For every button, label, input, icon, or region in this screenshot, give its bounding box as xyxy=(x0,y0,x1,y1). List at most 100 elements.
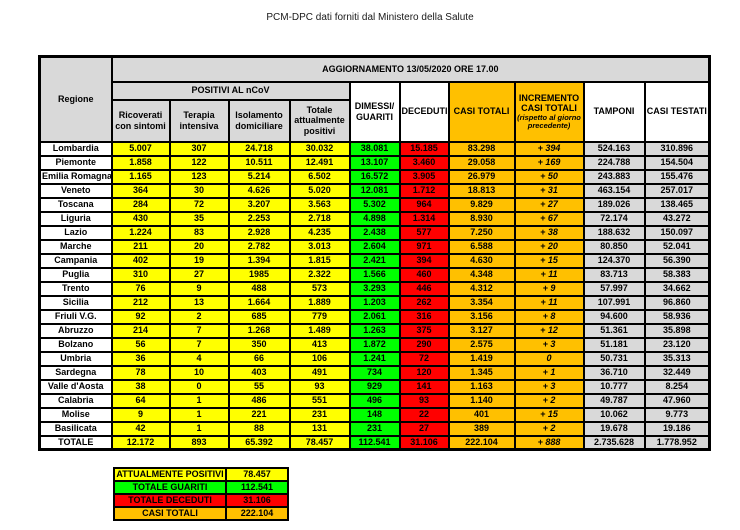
region-name: Liguria xyxy=(38,210,113,227)
group-header-positivi: POSITIVI AL nCoV xyxy=(110,80,351,101)
incremento-value: + 394 xyxy=(513,140,585,157)
casi-testati-value: 43.272 xyxy=(643,210,711,227)
table-row-totale: TOTALE 12.172 893 65.392 78.457 112.541 31.106… xyxy=(38,434,711,451)
casi-totali-value: 26.979 xyxy=(447,168,516,185)
isolamento-value: 3.207 xyxy=(227,196,291,213)
region-name: Calabria xyxy=(38,392,113,409)
dimessi-value: 2.438 xyxy=(348,224,401,241)
terapia-value: 7 xyxy=(168,322,230,339)
incremento-value: + 67 xyxy=(513,210,585,227)
isolamento-value: 55 xyxy=(227,378,291,395)
summary-row-casi-totali: CASI TOTALI 222.104 xyxy=(113,506,289,521)
tamponi-value: 50.731 xyxy=(582,350,646,367)
casi-testati-value: 34.662 xyxy=(643,280,711,297)
ricoverati-value: 1.224 xyxy=(110,224,171,241)
table-row: Valle d'Aosta 38 0 55 93 929 141 1.163 + 3 10.777… xyxy=(38,378,711,395)
summary-value: 222.104 xyxy=(225,506,289,521)
deceduti-value: 1.712 xyxy=(398,182,450,199)
incremento-value: + 50 xyxy=(513,168,585,185)
casi-totali-value: 18.813 xyxy=(447,182,516,199)
totale-positivi-value: 1.889 xyxy=(288,294,351,311)
summary-row-totale-guariti: TOTALE GUARITI 112.541 xyxy=(113,480,289,495)
deceduti-value: 316 xyxy=(398,308,450,325)
isolamento-value: 1.394 xyxy=(227,252,291,269)
region-name: Basilicata xyxy=(38,420,113,437)
dimessi-value: 38.081 xyxy=(348,140,401,157)
incremento-note: (rispetto al giorno precedente) xyxy=(517,112,581,130)
column-header-dimessi-guariti: DIMESSI/ GUARITI xyxy=(348,80,401,143)
totale-positivi-value: 3.013 xyxy=(288,238,351,255)
isolamento-value: 488 xyxy=(227,280,291,297)
table-row: Toscana 284 72 3.207 3.563 5.302 964 9.829 + 27 1… xyxy=(38,196,711,213)
region-name: Emilia Romagna xyxy=(38,168,113,185)
isolamento-value: 4.626 xyxy=(227,182,291,199)
incremento-value: + 12 xyxy=(513,322,585,339)
terapia-value: 1 xyxy=(168,392,230,409)
column-header-terapia-intensiva: Terapia intensiva xyxy=(168,98,230,143)
deceduti-value: 93 xyxy=(398,392,450,409)
incremento-value: + 3 xyxy=(513,378,585,395)
ricoverati-value: 430 xyxy=(110,210,171,227)
incremento-value: + 38 xyxy=(513,224,585,241)
ricoverati-value: 36 xyxy=(110,350,171,367)
totale-positivi-value: 12.491 xyxy=(288,154,351,171)
casi-testati-value: 52.041 xyxy=(643,238,711,255)
region-name: Veneto xyxy=(38,182,113,199)
region-name: Lombardia xyxy=(38,140,113,157)
totale-positivi-value: 30.032 xyxy=(288,140,351,157)
casi-totali-value: 389 xyxy=(447,420,516,437)
dimessi-value: 2.604 xyxy=(348,238,401,255)
casi-totali-value: 3.127 xyxy=(447,322,516,339)
tamponi-value: 463.154 xyxy=(582,182,646,199)
terapia-value: 10 xyxy=(168,364,230,381)
summary-row-totale-deceduti: TOTALE DECEDUTI 31.106 xyxy=(113,493,289,508)
summary-label: ATTUALMENTE POSITIVI xyxy=(113,467,227,482)
incremento-value: + 3 xyxy=(513,336,585,353)
casi-totali-value: 1.163 xyxy=(447,378,516,395)
deceduti-value: 290 xyxy=(398,336,450,353)
column-header-tamponi: TAMPONI xyxy=(582,80,646,143)
dimessi-value: 4.898 xyxy=(348,210,401,227)
casi-testati-value: 58.936 xyxy=(643,308,711,325)
dimessi-value: 1.872 xyxy=(348,336,401,353)
terapia-value: 27 xyxy=(168,266,230,283)
casi-testati-value: 35.898 xyxy=(643,322,711,339)
dimessi-value: 2.421 xyxy=(348,252,401,269)
isolamento-value: 1985 xyxy=(227,266,291,283)
dimessi-value: 1.263 xyxy=(348,322,401,339)
incremento-value: + 169 xyxy=(513,154,585,171)
deceduti-value: 22 xyxy=(398,406,450,423)
casi-totali-value: 222.104 xyxy=(447,434,516,451)
incremento-value: + 9 xyxy=(513,280,585,297)
ricoverati-value: 38 xyxy=(110,378,171,395)
casi-testati-value: 32.449 xyxy=(643,364,711,381)
incremento-value: + 2 xyxy=(513,392,585,409)
totale-positivi-value: 3.563 xyxy=(288,196,351,213)
ricoverati-value: 211 xyxy=(110,238,171,255)
ricoverati-value: 284 xyxy=(110,196,171,213)
totale-positivi-value: 5.020 xyxy=(288,182,351,199)
terapia-value: 123 xyxy=(168,168,230,185)
terapia-value: 1 xyxy=(168,406,230,423)
casi-testati-value: 1.778.952 xyxy=(643,434,711,451)
page-title: PCM-DPC dati forniti dal Ministero della… xyxy=(266,12,474,23)
deceduti-value: 375 xyxy=(398,322,450,339)
table-row: Lazio 1.224 83 2.928 4.235 2.438 577 7.250 + 38 1… xyxy=(38,224,711,241)
casi-totali-value: 6.588 xyxy=(447,238,516,255)
casi-totali-value: 29.058 xyxy=(447,154,516,171)
totale-positivi-value: 2.322 xyxy=(288,266,351,283)
dimessi-value: 16.572 xyxy=(348,168,401,185)
tamponi-value: 243.883 xyxy=(582,168,646,185)
casi-totali-value: 2.575 xyxy=(447,336,516,353)
incremento-value: + 8 xyxy=(513,308,585,325)
ricoverati-value: 1.858 xyxy=(110,154,171,171)
deceduti-value: 120 xyxy=(398,364,450,381)
tamponi-value: 51.181 xyxy=(582,336,646,353)
terapia-value: 19 xyxy=(168,252,230,269)
casi-testati-value: 96.860 xyxy=(643,294,711,311)
terapia-value: 30 xyxy=(168,182,230,199)
tamponi-value: 224.788 xyxy=(582,154,646,171)
deceduti-value: 394 xyxy=(398,252,450,269)
dimessi-value: 148 xyxy=(348,406,401,423)
